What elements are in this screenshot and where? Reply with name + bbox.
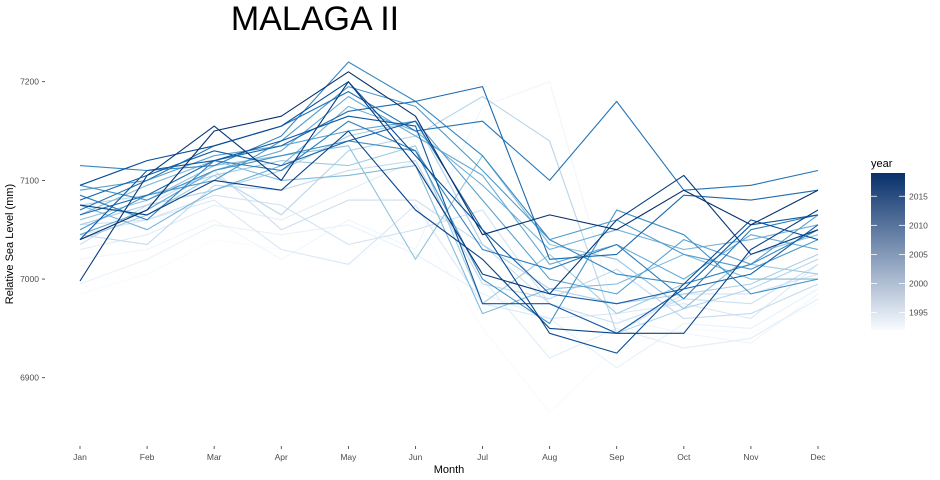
series-line-1996 bbox=[79, 199, 819, 320]
x-tick-label: Mar bbox=[207, 452, 222, 462]
legend-tick-label: 2000 bbox=[909, 278, 928, 288]
x-tick-label: Jul bbox=[477, 452, 488, 462]
y-axis: 6900 7000 7100 7200 bbox=[20, 77, 45, 383]
y-axis-title: Relative Sea Level (mm) bbox=[4, 184, 16, 304]
chart-title: MALAGA II bbox=[231, 0, 399, 38]
series-line-2013 bbox=[79, 86, 819, 260]
legend-title: year bbox=[871, 158, 893, 170]
x-axis-title: Month bbox=[434, 464, 465, 476]
y-tick-label: 6900 bbox=[20, 373, 39, 383]
series-line-2014 bbox=[79, 120, 819, 305]
series-line-1994 bbox=[79, 224, 819, 369]
x-tick-label: Aug bbox=[542, 452, 557, 462]
x-tick-label: May bbox=[340, 452, 357, 462]
y-tick-label: 7000 bbox=[20, 274, 39, 284]
legend: year 1995 2000 2005 2010 2015 bbox=[871, 158, 928, 330]
series-line-2011 bbox=[79, 120, 819, 300]
series-line-2007 bbox=[79, 120, 819, 295]
legend-tick-label: 2005 bbox=[909, 249, 928, 259]
series-line-2018 bbox=[79, 81, 819, 295]
y-tick-label: 7100 bbox=[20, 175, 39, 185]
series-line-2000 bbox=[79, 95, 819, 334]
x-tick-label: Feb bbox=[140, 452, 155, 462]
series-line-1999 bbox=[79, 160, 819, 320]
series-line-2009 bbox=[79, 140, 819, 325]
legend-tick-label: 2015 bbox=[909, 191, 928, 201]
series-line-2006 bbox=[79, 95, 819, 280]
legend-tick-label: 1995 bbox=[909, 308, 928, 318]
series-line-2001 bbox=[79, 120, 819, 305]
legend-colorbar bbox=[871, 173, 905, 330]
x-tick-label: Nov bbox=[743, 452, 759, 462]
plot-area bbox=[79, 61, 819, 413]
y-tick-label: 7200 bbox=[20, 77, 39, 87]
series-line-2008 bbox=[79, 86, 819, 270]
x-tick-label: Jun bbox=[409, 452, 423, 462]
legend-ticks: 1995 2000 2005 2010 2015 bbox=[871, 191, 928, 318]
series-line-2017 bbox=[79, 130, 819, 334]
x-tick-label: Jan bbox=[73, 452, 87, 462]
series-line-2016 bbox=[79, 81, 819, 354]
series-line-2004 bbox=[79, 160, 818, 315]
series-line-2019 bbox=[79, 71, 819, 241]
series-line-2003 bbox=[79, 145, 819, 310]
x-axis: Jan Feb Mar Apr May Jun Jul Aug Sep Oct Nov Dec bbox=[73, 446, 826, 462]
x-tick-label: Oct bbox=[677, 452, 691, 462]
series-line-2015 bbox=[79, 115, 819, 334]
legend-tick-label: 2010 bbox=[909, 220, 928, 230]
series-line-1993 bbox=[79, 81, 819, 344]
x-tick-label: Dec bbox=[810, 452, 826, 462]
x-tick-label: Apr bbox=[275, 452, 288, 462]
series-line-2005 bbox=[79, 105, 819, 251]
x-tick-label: Sep bbox=[609, 452, 624, 462]
